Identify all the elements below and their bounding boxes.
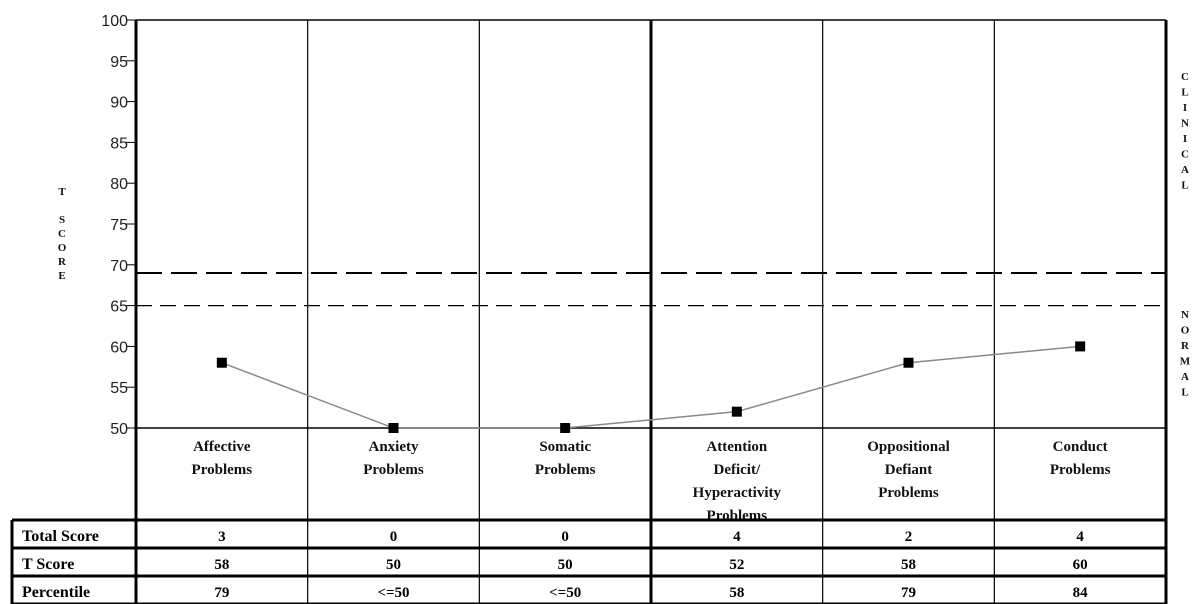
- category-label: Oppositional Defiant Problems: [867, 439, 950, 501]
- category-label: Attention Deficit/Hyperactivity Problems: [693, 439, 782, 524]
- table-cell: 58: [901, 557, 916, 573]
- y-tick-label: 65: [110, 299, 128, 316]
- zone-labels: C L I N I C A L N O R M A L: [1180, 71, 1191, 399]
- table-cell: 50: [558, 557, 573, 573]
- y-tick-label: 95: [110, 54, 128, 71]
- data-point: [388, 423, 399, 433]
- reference-lines: [136, 271, 1166, 307]
- table-row-label: T Score: [22, 556, 74, 573]
- score-table: Total Score 3 0 0 4 2 4 T Score 58 50 50 52 58 60 Perc…: [10, 518, 1166, 604]
- y-tick-label: 60: [110, 339, 128, 356]
- table-cell: 0: [390, 529, 398, 545]
- table-cell: 52: [729, 557, 744, 573]
- category-label: Conduct Problems: [1050, 439, 1111, 478]
- table-cell: 4: [733, 529, 741, 545]
- series-polyline: [221, 345, 1081, 429]
- data-point: [903, 357, 914, 368]
- series-line: [216, 341, 1086, 433]
- y-tick-label: 50: [110, 421, 128, 438]
- y-tick-label: 100: [101, 13, 128, 30]
- table-cell: 58: [214, 557, 229, 573]
- data-point: [731, 406, 742, 417]
- table-cell: <=50: [549, 585, 581, 601]
- category-label: Anxiety Problems: [363, 439, 424, 478]
- y-tick-label: 90: [110, 95, 128, 112]
- table-cell: 0: [561, 529, 569, 545]
- table-cell: 60: [1073, 557, 1088, 573]
- table-cell: 58: [729, 585, 744, 601]
- category-label: Somatic Problems: [535, 439, 596, 478]
- table-cell: 79: [214, 585, 229, 601]
- y-tick-label: 85: [110, 135, 128, 152]
- y-tick-label: 75: [110, 217, 128, 234]
- plot-frame: [134, 19, 1168, 604]
- category-label: Affective Problems: [192, 439, 253, 478]
- table-cell: 3: [218, 529, 226, 545]
- y-tick-label: 80: [110, 176, 128, 193]
- table-cell: 50: [386, 557, 401, 573]
- y-tick-label: 55: [110, 380, 128, 397]
- y-tick-label: 70: [110, 258, 128, 275]
- y-axis-ticks: 100 95 90 85 80 75 70 65 60 55 50: [101, 13, 136, 438]
- data-point: [1075, 341, 1086, 352]
- table-row-label: Percentile: [22, 584, 90, 601]
- table-cell: 4: [1076, 529, 1084, 545]
- table-cell: 79: [901, 585, 916, 601]
- data-point: [216, 357, 227, 368]
- table-row-label: Total Score: [22, 528, 99, 545]
- data-point: [560, 423, 571, 433]
- table-cell: 84: [1073, 585, 1089, 601]
- table-cell: <=50: [377, 585, 409, 601]
- table-cell: 2: [905, 529, 913, 545]
